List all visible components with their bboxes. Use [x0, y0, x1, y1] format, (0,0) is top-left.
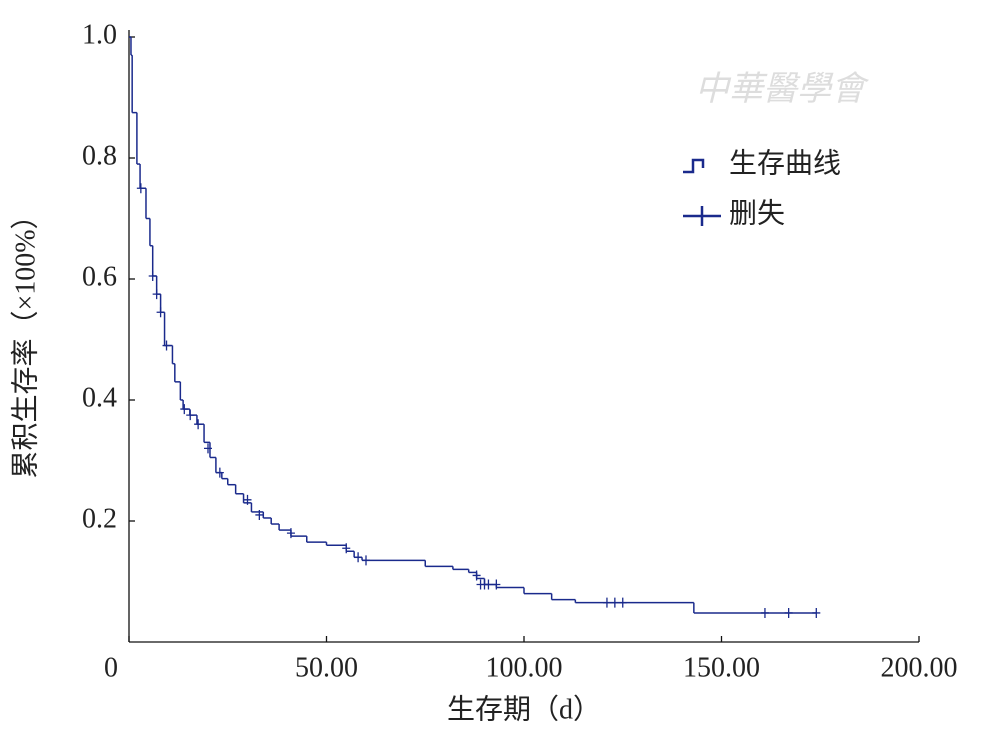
watermark: 中華醫學會 — [695, 71, 870, 108]
censor-mark — [362, 555, 370, 566]
censor-mark — [148, 270, 157, 281]
legend-label: 删失 — [729, 197, 785, 229]
censor-mark — [760, 607, 769, 618]
censor-mark — [784, 607, 793, 618]
censor-mark — [255, 509, 264, 520]
censor-mark — [162, 340, 171, 351]
censor-mark — [194, 419, 203, 430]
y-axis-label: 累积生存率（×100%） — [9, 201, 41, 478]
censor-mark — [812, 607, 821, 618]
y-tick-label: 0.6 — [82, 261, 117, 292]
censor-mark — [215, 467, 224, 478]
x-tick-label: 100.00 — [486, 652, 563, 683]
x-tick-label: 200.00 — [881, 652, 958, 683]
censor-mark — [136, 183, 145, 194]
y-tick-label: 0.4 — [82, 382, 117, 413]
censor-mark — [156, 307, 165, 318]
censor-mark — [180, 404, 189, 415]
x-tick-label: 150.00 — [683, 652, 760, 683]
censor-mark — [186, 410, 195, 421]
y-tick-label: 0.2 — [82, 503, 117, 534]
censor-mark — [152, 289, 161, 300]
y-tick-label: 0.8 — [82, 140, 117, 171]
censor-mark — [492, 579, 501, 590]
x-tick-label: 50.00 — [295, 652, 358, 683]
censor-mark — [472, 570, 481, 581]
censor-mark — [286, 528, 295, 539]
x-axis-label: 生存期（d） — [447, 693, 601, 725]
censor-mark — [484, 579, 493, 590]
censor-mark — [204, 443, 212, 454]
censor-mark — [602, 597, 611, 608]
censor-mark — [354, 552, 363, 563]
legend-icon — [683, 158, 705, 174]
y-tick-label: 1.0 — [82, 19, 117, 50]
censor-mark — [610, 597, 619, 608]
censor-mark — [342, 543, 351, 554]
censor-mark — [243, 494, 252, 505]
legend-label: 生存曲线 — [729, 147, 841, 179]
censor-mark — [618, 597, 627, 608]
legend-icon — [683, 206, 721, 226]
x-tick-label: 0 — [104, 652, 118, 683]
